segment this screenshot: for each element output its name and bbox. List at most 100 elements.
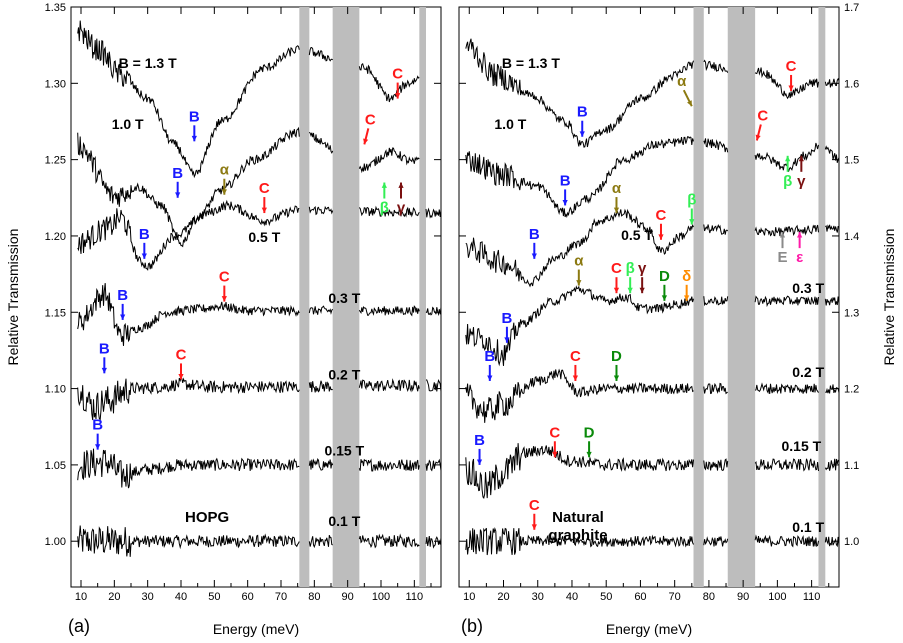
y-tick-label-b-3: 1.3 — [844, 307, 859, 319]
annotation-label-b-20: α — [677, 73, 687, 90]
gray-band-b-1 — [727, 7, 756, 587]
gray-bands-b — [693, 7, 826, 587]
x-tick-label-a-3: 40 — [175, 591, 187, 603]
annotation-arrowhead-b-19 — [689, 219, 695, 225]
x-tick-label-b-2: 30 — [532, 591, 544, 603]
annotation-arrowhead-b-8 — [576, 280, 582, 286]
curve-label-a-0: B = 1.3 T — [119, 55, 177, 71]
trace-a-0 — [77, 525, 442, 557]
annotation-label-a-6: C — [176, 346, 187, 363]
x-tick-label-b-9: 100 — [768, 591, 786, 603]
annotation-arrowhead-b-0 — [531, 524, 537, 530]
annotation-arrowhead-b-7 — [504, 337, 510, 343]
annotation-label-b-25: E — [778, 249, 788, 266]
y-tick-label-a-0: 1.00 — [45, 536, 66, 548]
annotation-label-b-13: δ — [682, 268, 691, 285]
annotation-arrowhead-a-1 — [101, 367, 107, 374]
annotation-label-a-5: B — [189, 108, 200, 125]
annotation-label-b-10: β — [626, 260, 635, 277]
y-ticks-a: 1.00 1.05 1.10 1.15 1.20 1.25 1.30 1.35 — [45, 2, 441, 548]
annotation-arrowhead-b-17 — [613, 207, 620, 214]
x-tick-label-b-5: 60 — [634, 591, 646, 603]
y-tick-label-a-3: 1.15 — [45, 307, 66, 319]
x-tick-label-b-10: 110 — [803, 591, 821, 603]
x-tick-label-a-5: 60 — [242, 591, 254, 603]
y-tick-label-b-2: 1.2 — [844, 384, 859, 396]
y-tick-label-b-0: 1.0 — [844, 536, 859, 548]
gray-band-b-2 — [818, 7, 826, 587]
curve-label-b-1: 1.0 T — [494, 116, 526, 132]
annotation-arrowhead-b-4 — [487, 375, 493, 381]
curve-label-b-2: 0.5 T — [621, 227, 653, 243]
annotation-arrowhead-b-22 — [788, 85, 794, 91]
annotation-arrowhead-b-1 — [476, 459, 483, 465]
curve-label-a-6: 0.1 T — [328, 513, 360, 529]
annotation-arrowhead-b-12 — [661, 295, 668, 301]
annotation-label-b-2: C — [549, 424, 560, 441]
x-tick-label-a-0: 10 — [75, 591, 87, 603]
annotation-arrowhead-a-11 — [221, 189, 227, 195]
x-tick-label-a-4: 50 — [208, 591, 220, 603]
traces-b — [465, 38, 840, 556]
trace-b-2 — [465, 368, 840, 423]
curve-labels-a: B = 1.3 T 1.0 T 0.5 T 0.3 T 0.2 T 0.15 T 0.1 T — [112, 55, 365, 529]
annotation-label-a-7: C — [219, 269, 230, 286]
annotation-arrowhead-b-23 — [785, 155, 791, 162]
x-tick-label-a-6: 70 — [275, 591, 287, 603]
curve-labels-b: B = 1.3 T 1.0 T 0.5 T 0.3 T 0.2 T 0.15 T 0.1 T — [494, 55, 824, 535]
annotation-arrowhead-b-5 — [572, 375, 579, 381]
panel-label-a: (a) — [68, 616, 90, 636]
annotation-label-b-3: D — [584, 424, 595, 441]
annotation-arrowhead-b-2 — [552, 451, 558, 458]
curve-label-a-2: 0.5 T — [248, 229, 280, 245]
annotation-label-b-5: C — [570, 348, 581, 365]
annotation-arrowhead-a-10 — [395, 93, 401, 99]
trace-b-6 — [465, 38, 840, 148]
annotation-label-b-14: B — [529, 226, 540, 243]
y-tick-label-b-5: 1.5 — [844, 155, 859, 167]
annotation-arrowhead-b-3 — [586, 451, 592, 458]
annotation-label-b-17: α — [612, 180, 622, 197]
trace-a-4 — [77, 199, 442, 271]
annotation-label-a-12: β — [380, 200, 389, 217]
annotation-label-a-9: C — [365, 111, 376, 128]
trace-b-4 — [465, 208, 839, 288]
annotation-arrowhead-a-4 — [175, 192, 181, 198]
annotation-label-b-16: B — [577, 104, 588, 121]
curve-label-a-4: 0.2 T — [328, 366, 360, 382]
sample-label-b-line-1: graphite — [548, 527, 607, 544]
annotation-arrowhead-b-14 — [531, 253, 537, 259]
x-tick-label-b-1: 20 — [497, 591, 509, 603]
x-tick-label-a-10: 110 — [406, 591, 424, 603]
x-ticks-a: 10 20 30 40 50 60 70 80 90 100 110 — [75, 7, 432, 603]
trace-a-3 — [77, 283, 442, 346]
y-tick-label-b-1: 1.1 — [844, 460, 859, 472]
y-ticks-b: 1.0 1.1 1.2 1.3 1.4 1.5 1.6 1.7 — [459, 2, 859, 548]
x-tick-label-a-8: 90 — [342, 591, 354, 603]
panel-a: 10 20 30 40 50 60 70 80 90 100 110 1.00 1.05 1.10 1.1… — [5, 2, 442, 637]
annotation-label-a-0: B — [92, 417, 103, 434]
annotation-label-a-3: B — [139, 226, 150, 243]
gray-band-b-0 — [693, 7, 704, 587]
annotation-arrowhead-a-7 — [221, 296, 227, 302]
annotation-arrowhead-b-20 — [687, 100, 692, 107]
gray-band-a-2 — [419, 7, 426, 587]
curve-label-b-0: B = 1.3 T — [502, 55, 560, 71]
y-axis-label-a: Relative Transmission — [5, 229, 21, 366]
annotation-arrowhead-b-6 — [613, 375, 620, 381]
sample-label-b: Natural graphite — [548, 509, 607, 544]
gray-band-a-0 — [299, 7, 310, 587]
annotation-label-b-6: D — [611, 348, 622, 365]
annotation-label-a-2: B — [117, 287, 128, 304]
annotation-arrowhead-b-9 — [613, 287, 620, 294]
x-tick-label-b-3: 40 — [566, 591, 578, 603]
annotation-arrowhead-b-21 — [755, 134, 761, 141]
annotation-label-b-18: C — [656, 207, 667, 224]
gray-band-a-1 — [332, 7, 360, 587]
x-tick-label-b-7: 80 — [703, 591, 715, 603]
annotation-label-b-0: C — [529, 497, 540, 514]
x-axis-label-b: Energy (meV) — [606, 621, 692, 637]
curve-label-b-6: 0.1 T — [792, 519, 824, 535]
annotation-label-a-8: C — [259, 180, 270, 197]
